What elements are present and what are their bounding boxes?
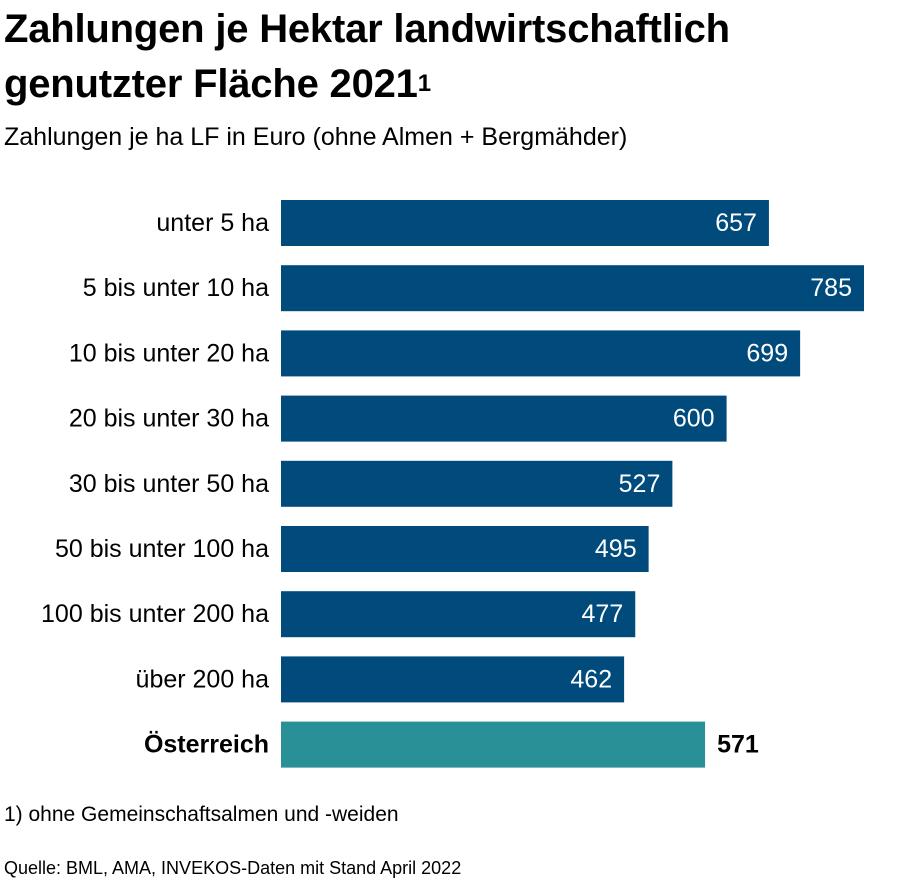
- bar-100-bis-unter-200-ha: [281, 591, 636, 638]
- bar-5-bis-unter-10-ha: [281, 265, 864, 312]
- category-label-10-bis-unter-20-ha: 10 bis unter 20 ha: [69, 339, 269, 367]
- bar-10-bis-unter-20-ha: [281, 330, 801, 377]
- value-label-30-bis-unter-50-ha: 527: [619, 470, 661, 498]
- value-label-unter-5-ha: 657: [715, 209, 757, 237]
- category-label-ueber-200-ha: über 200 ha: [136, 665, 270, 693]
- bar-ueber-200-ha: [281, 656, 625, 703]
- value-label-20-bis-unter-30-ha: 600: [673, 405, 715, 433]
- bar-50-bis-unter-100-ha: [281, 526, 649, 572]
- category-label-100-bis-unter-200-ha: 100 bis unter 200 ha: [41, 600, 269, 628]
- bar-chart: unter 5 ha 657 5 bis unter 10 ha 785 10 bis …: [41, 200, 864, 768]
- category-label-oesterreich: Österreich: [144, 730, 269, 759]
- category-label-20-bis-unter-30-ha: 20 bis unter 30 ha: [69, 405, 269, 433]
- value-label-10-bis-unter-20-ha: 699: [746, 339, 788, 367]
- title-footnote-marker: 1: [417, 70, 431, 97]
- value-label-ueber-200-ha: 462: [570, 665, 612, 693]
- chart-subtitle: Zahlungen je ha LF in Euro (ohne Almen +…: [4, 123, 628, 151]
- value-label-5-bis-unter-10-ha: 785: [810, 274, 852, 302]
- value-label-100-bis-unter-200-ha: 477: [582, 600, 624, 628]
- bar-oesterreich: [281, 721, 706, 768]
- bar-30-bis-unter-50-ha: [281, 460, 673, 507]
- category-label-unter-5-ha: unter 5 ha: [156, 209, 269, 237]
- value-label-50-bis-unter-100-ha: 495: [595, 535, 637, 563]
- source-note: Quelle: BML, AMA, INVEKOS-Daten mit Stan…: [4, 858, 462, 878]
- footnote: 1) ohne Gemeinschaftsalmen und -weiden: [4, 803, 399, 826]
- category-label-30-bis-unter-50-ha: 30 bis unter 50 ha: [69, 470, 269, 498]
- chart-title-text: Zahlungen je Hektar landwirtschaftlich g…: [4, 7, 730, 106]
- category-label-5-bis-unter-10-ha: 5 bis unter 10 ha: [83, 274, 269, 302]
- chart-title: Zahlungen je Hektar landwirtschaftlich g…: [4, 2, 894, 117]
- bar-20-bis-unter-30-ha: [281, 395, 727, 442]
- value-label-oesterreich: 571: [717, 731, 759, 759]
- bar-unter-5-ha: [281, 200, 769, 246]
- category-label-50-bis-unter-100-ha: 50 bis unter 100 ha: [55, 535, 269, 563]
